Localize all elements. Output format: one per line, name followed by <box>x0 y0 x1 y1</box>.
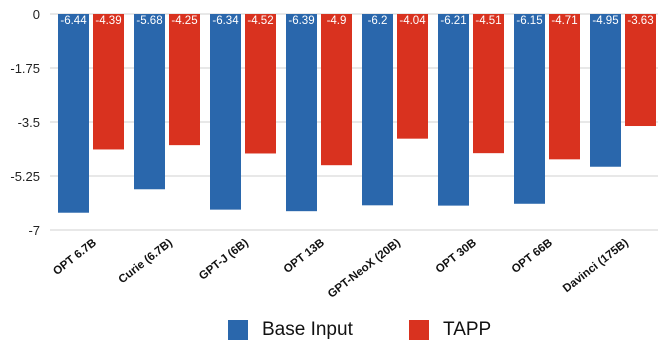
bar <box>438 14 469 206</box>
data-label: -4.9 <box>327 15 347 27</box>
x-tick-label: OPT 30B <box>434 237 479 276</box>
bar <box>473 14 504 154</box>
data-label: -3.63 <box>627 15 653 27</box>
bar <box>397 14 428 139</box>
y-tick-label: -7 <box>28 223 40 238</box>
data-label: -4.39 <box>95 15 121 27</box>
y-tick-label: -5.25 <box>10 169 40 184</box>
y-tick-label: -3.5 <box>18 115 40 130</box>
bars: -6.44 -4.39 -5.68 -4.25 -6.34 -4.52 -6.39 -4.9 -… <box>58 14 656 213</box>
bar <box>286 14 317 212</box>
data-label: -6.44 <box>60 15 87 27</box>
bar <box>362 14 393 206</box>
x-tick-label: Davinci (175B) <box>561 237 631 295</box>
bar <box>134 14 165 190</box>
data-label: -4.25 <box>171 15 197 27</box>
x-axis: OPT 6.7B Curie (6.7B) GPT-J (6B) OPT 13B GPT… <box>51 237 631 301</box>
bar <box>245 14 276 154</box>
data-label: -4.95 <box>592 15 618 27</box>
x-tick-label: OPT 13B <box>282 237 327 276</box>
bar <box>549 14 580 160</box>
y-tick-label: 0 <box>33 7 40 22</box>
data-label: -6.39 <box>288 15 314 27</box>
legend-item-base-input: Base Input <box>228 318 353 342</box>
data-label: -5.68 <box>136 15 162 27</box>
legend-swatch-base-input <box>228 320 248 340</box>
data-label: -4.04 <box>399 15 426 27</box>
legend: Base Input TAPP <box>0 318 661 346</box>
y-tick-label: -1.75 <box>10 61 40 76</box>
x-tick-label: GPT-J (6B) <box>197 237 251 283</box>
data-label: -6.15 <box>516 15 542 27</box>
bar <box>210 14 241 210</box>
data-label: -4.71 <box>551 15 577 27</box>
bar <box>321 14 352 166</box>
bar <box>58 14 89 213</box>
data-label: -4.52 <box>247 15 273 27</box>
x-tick-label: GPT-NeoX (20B) <box>326 237 403 301</box>
x-tick-label: OPT 66B <box>510 237 555 276</box>
bar-chart: 0-1.75-3.5-5.25-7 -6.44 -4.39 -5.68 -4.25 -6… <box>10 7 658 301</box>
legend-item-tapp: TAPP <box>409 318 491 342</box>
legend-label-tapp: TAPP <box>443 319 492 340</box>
x-tick-label: Curie (6.7B) <box>117 237 175 286</box>
data-label: -4.51 <box>475 15 501 27</box>
bar <box>590 14 621 167</box>
legend-swatch-tapp <box>409 320 429 340</box>
data-label: -6.34 <box>212 15 239 27</box>
bar <box>93 14 124 150</box>
bar <box>169 14 200 146</box>
legend-label-base-input: Base Input <box>262 319 353 340</box>
x-tick-label: OPT 6.7B <box>51 237 99 278</box>
y-axis: 0 -1.75 -3.5 -5.25 -7 <box>10 7 40 238</box>
bar <box>625 14 656 127</box>
bar <box>514 14 545 204</box>
data-label: -6.21 <box>440 15 466 27</box>
data-label: -6.2 <box>368 15 388 27</box>
